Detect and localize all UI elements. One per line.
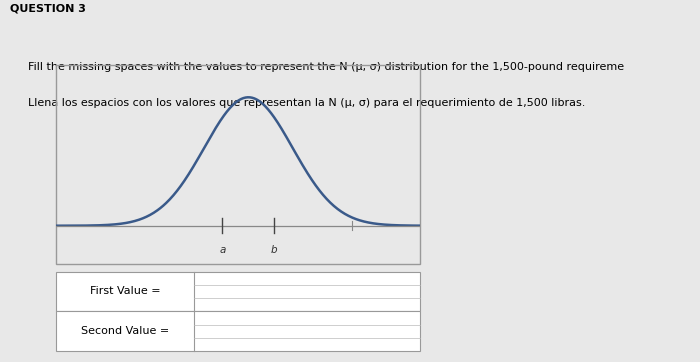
Text: QUESTION 3: QUESTION 3 <box>10 3 86 13</box>
Text: Second Value =: Second Value = <box>81 326 169 336</box>
Bar <box>56 311 420 351</box>
Text: Llena los espacios con los valores que representan la N (μ, σ) para el requerimi: Llena los espacios con los valores que r… <box>28 98 585 108</box>
Text: b: b <box>271 245 278 255</box>
Bar <box>56 272 420 311</box>
Text: Fill the missing spaces with the values to represent the N (μ, σ) distribution f: Fill the missing spaces with the values … <box>28 62 624 72</box>
Text: First Value =: First Value = <box>90 286 160 296</box>
Text: a: a <box>219 245 225 255</box>
